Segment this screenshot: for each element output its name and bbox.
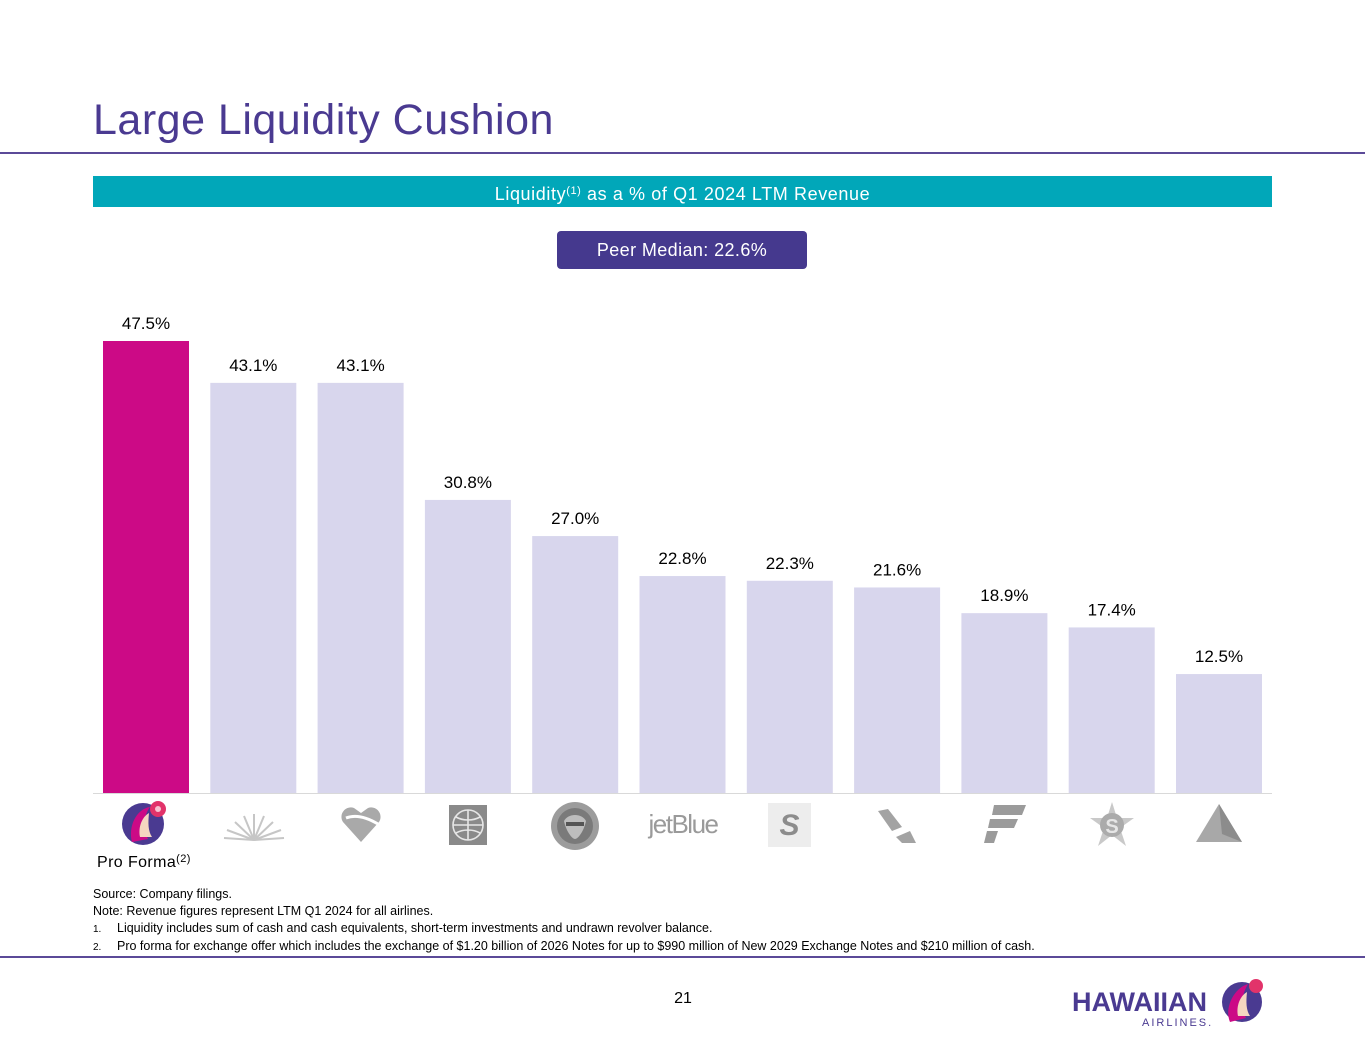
bar-alaska-logo bbox=[210, 382, 297, 793]
bar-value-label: 22.8% bbox=[658, 549, 706, 568]
footnotes: Source: Company filings. Note: Revenue f… bbox=[93, 886, 1273, 956]
svg-text:S: S bbox=[1105, 816, 1118, 838]
sun-country-logo-icon bbox=[878, 809, 916, 843]
footnote-2: 2. Pro forma for exchange offer which inc… bbox=[93, 938, 1273, 956]
page-number: 21 bbox=[674, 990, 692, 1007]
banner-text-rest: as a % of Q1 2024 LTM Revenue bbox=[581, 184, 871, 204]
bar-value-label: 47.5% bbox=[122, 314, 170, 333]
bar-value-label: 43.1% bbox=[229, 356, 277, 375]
bar-hawaiian-logo bbox=[103, 341, 189, 793]
source-note: Source: Company filings. bbox=[93, 887, 232, 901]
bar-value-label: 43.1% bbox=[336, 356, 384, 375]
footnote-1-text: Liquidity includes sum of cash and cash … bbox=[117, 921, 713, 935]
bar-value-label: 12.5% bbox=[1195, 647, 1243, 666]
bar-delta-logo bbox=[1176, 674, 1262, 793]
banner-text-main: Liquidity bbox=[494, 184, 567, 204]
bar-value-label: 22.3% bbox=[766, 554, 814, 573]
footnote-1-num: 1. bbox=[93, 924, 102, 935]
title-divider bbox=[0, 152, 1365, 154]
frontier-logo-icon bbox=[984, 805, 1026, 843]
bar-sun-country-logo bbox=[854, 587, 941, 793]
brand-sub: AIRLINES. bbox=[1142, 1017, 1213, 1029]
brand-name: HAWAIIAN bbox=[1072, 987, 1207, 1017]
footnote-2-text: Pro forma for exchange offer which inclu… bbox=[117, 939, 1035, 953]
hawaiian-logo-icon bbox=[122, 801, 166, 845]
bar-skywest-logo bbox=[1068, 627, 1155, 793]
bar-value-label: 18.9% bbox=[980, 586, 1028, 605]
jetblue-logo-icon: jetBlue bbox=[648, 809, 720, 839]
footnote-1: 1. Liquidity includes sum of cash and cas… bbox=[93, 920, 1273, 938]
banner-footnote-ref: (1) bbox=[566, 185, 582, 197]
skywest-logo-icon: S bbox=[1090, 802, 1134, 846]
pro-forma-text: Pro Forma bbox=[97, 854, 177, 871]
pro-forma-label: Pro Forma(2) bbox=[97, 853, 191, 872]
hawaiian-airlines-logo: HAWAIIAN AIRLINES. bbox=[1072, 979, 1263, 1029]
united-logo-icon bbox=[449, 805, 487, 845]
bar-frontier-logo bbox=[961, 613, 1048, 793]
bar-value-label: 17.4% bbox=[1088, 600, 1136, 619]
southwest-logo-icon bbox=[341, 807, 381, 842]
bar-jetblue-logo bbox=[639, 576, 726, 793]
bar-value-label: 27.0% bbox=[551, 509, 599, 528]
bar-value-label: 30.8% bbox=[444, 473, 492, 492]
footnote-2-num: 2. bbox=[93, 942, 102, 953]
bar-united-logo bbox=[424, 499, 511, 793]
bar-value-label: 21.6% bbox=[873, 560, 921, 579]
page-title: Large Liquidity Cushion bbox=[93, 96, 554, 144]
svg-text:S: S bbox=[779, 809, 799, 842]
chart-banner: Liquidity(1) as a % of Q1 2024 LTM Reven… bbox=[93, 176, 1272, 207]
bar-spirit-logo bbox=[746, 580, 833, 793]
spirit-logo-icon: S bbox=[768, 803, 811, 847]
hawaiian-emblem-icon bbox=[1222, 979, 1263, 1022]
revenue-note: Note: Revenue figures represent LTM Q1 2… bbox=[93, 904, 434, 918]
pro-forma-footnote-ref: (2) bbox=[176, 853, 191, 865]
footer-divider bbox=[0, 956, 1365, 958]
alaska-logo-icon bbox=[223, 814, 285, 841]
delta-logo-icon bbox=[1196, 804, 1242, 842]
allegiant-logo-icon bbox=[551, 802, 599, 850]
liquidity-bar-chart: 47.5% 43.1% 43.1% 30.8% 27.0% 22.8% 22.3% 21.6%… bbox=[93, 314, 1272, 794]
peer-median-badge: Peer Median: 22.6% bbox=[557, 231, 807, 269]
bar-southwest-logo bbox=[317, 382, 404, 793]
bar-allegiant-logo bbox=[532, 536, 619, 793]
